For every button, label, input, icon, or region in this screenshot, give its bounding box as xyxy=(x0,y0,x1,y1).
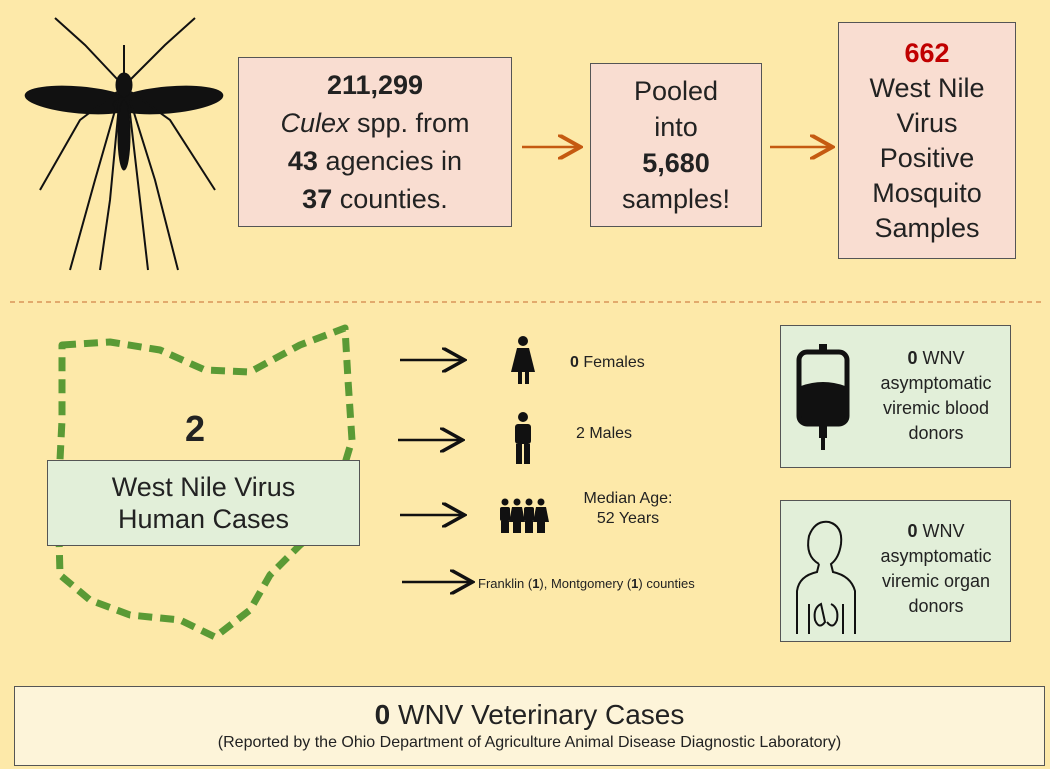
text: viremic blood xyxy=(882,398,990,418)
text: Mosquito xyxy=(872,177,982,208)
text: West Nile Virus xyxy=(111,472,296,502)
human-box: West Nile Virus Human Cases xyxy=(47,460,360,546)
note: (Reported by the Ohio Department of Agri… xyxy=(217,734,842,751)
text: Franklin ( xyxy=(478,576,533,591)
county-count: 37 xyxy=(302,184,333,214)
text: asymptomatic xyxy=(880,546,992,566)
females: 0 Females xyxy=(570,354,645,372)
text: Positive xyxy=(879,142,975,173)
text: WNV xyxy=(922,521,965,541)
text: donors xyxy=(908,596,964,616)
text: Median Age: xyxy=(583,490,673,507)
text: asymptomatic xyxy=(880,373,992,393)
text: West Nile xyxy=(869,72,985,103)
males: 2 Males xyxy=(576,425,633,442)
text: Pooled xyxy=(633,76,719,106)
median-age: Median Age: 52 Years xyxy=(558,489,698,529)
text: WNV xyxy=(922,348,965,368)
veterinary-count: 0 xyxy=(374,699,391,730)
group-icon xyxy=(500,498,549,533)
text: ) counties xyxy=(638,576,695,591)
count: 1 xyxy=(631,576,639,591)
count: 1 xyxy=(532,576,540,591)
organ-icon xyxy=(796,520,856,634)
text: donors xyxy=(908,423,964,443)
male-icon xyxy=(515,412,531,464)
veterinary-box: 0 WNV Veterinary Cases (Reported by the … xyxy=(14,686,1045,766)
text: 52 Years xyxy=(596,510,660,527)
sample-count: 5,680 xyxy=(642,148,710,178)
text: Females xyxy=(583,354,645,371)
blood-bag-icon xyxy=(796,344,850,450)
organ-donor-box: 0 WNV asymptomatic viremic organ donors xyxy=(780,500,1011,642)
taxon: Culex xyxy=(280,108,350,138)
text: ), Montgomery ( xyxy=(539,576,632,591)
text: samples! xyxy=(621,184,731,214)
blood-donor-box: 0 WNV asymptomatic viremic blood donors xyxy=(780,325,1011,468)
text: into xyxy=(654,112,698,142)
text: agencies in xyxy=(325,146,463,176)
pooled-box: Pooled into 5,680 samples! xyxy=(590,63,762,227)
positive-count: 662 xyxy=(904,37,950,68)
human-count: 2 xyxy=(185,408,206,449)
text: Virus xyxy=(896,107,958,138)
mosquito-count: 211,299 xyxy=(326,70,424,100)
donor-count: 0 xyxy=(907,348,918,368)
counties: Franklin (1), Montgomery (1) counties xyxy=(478,576,695,591)
collected-box: 211,299 Culex spp. from 43 agencies in 3… xyxy=(238,57,512,227)
text: counties. xyxy=(339,184,448,214)
text: spp. from xyxy=(357,108,470,138)
text: viremic organ xyxy=(881,571,991,591)
agency-count: 43 xyxy=(287,146,318,176)
female-icon xyxy=(511,336,535,384)
text: Human Cases xyxy=(117,504,290,534)
female-count: 0 xyxy=(570,354,579,371)
donor-count: 0 xyxy=(907,521,918,541)
text: Samples xyxy=(874,212,980,243)
mosquito-icon xyxy=(24,17,224,271)
positive-box: 662 West Nile Virus Positive Mosquito Sa… xyxy=(838,22,1016,259)
text: WNV Veterinary Cases xyxy=(398,699,685,730)
